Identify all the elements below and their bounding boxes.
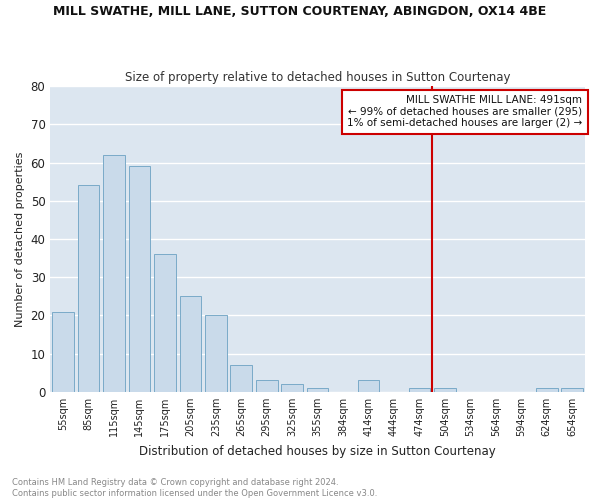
Bar xyxy=(230,365,252,392)
Title: Size of property relative to detached houses in Sutton Courtenay: Size of property relative to detached ho… xyxy=(125,70,511,84)
Bar xyxy=(409,388,430,392)
Text: MILL SWATHE, MILL LANE, SUTTON COURTENAY, ABINGDON, OX14 4BE: MILL SWATHE, MILL LANE, SUTTON COURTENAY… xyxy=(53,5,547,18)
Y-axis label: Number of detached properties: Number of detached properties xyxy=(15,152,25,326)
X-axis label: Distribution of detached houses by size in Sutton Courtenay: Distribution of detached houses by size … xyxy=(139,444,496,458)
Bar xyxy=(77,186,100,392)
Bar xyxy=(562,388,583,392)
Bar xyxy=(205,316,227,392)
Bar xyxy=(358,380,379,392)
Text: Contains HM Land Registry data © Crown copyright and database right 2024.
Contai: Contains HM Land Registry data © Crown c… xyxy=(12,478,377,498)
Bar xyxy=(434,388,456,392)
Bar xyxy=(536,388,557,392)
Bar xyxy=(52,312,74,392)
Bar xyxy=(128,166,150,392)
Bar xyxy=(179,296,201,392)
Bar xyxy=(256,380,278,392)
Bar xyxy=(281,384,303,392)
Bar xyxy=(103,155,125,392)
Text: MILL SWATHE MILL LANE: 491sqm
← 99% of detached houses are smaller (295)
1% of s: MILL SWATHE MILL LANE: 491sqm ← 99% of d… xyxy=(347,95,583,128)
Bar xyxy=(307,388,328,392)
Bar xyxy=(154,254,176,392)
